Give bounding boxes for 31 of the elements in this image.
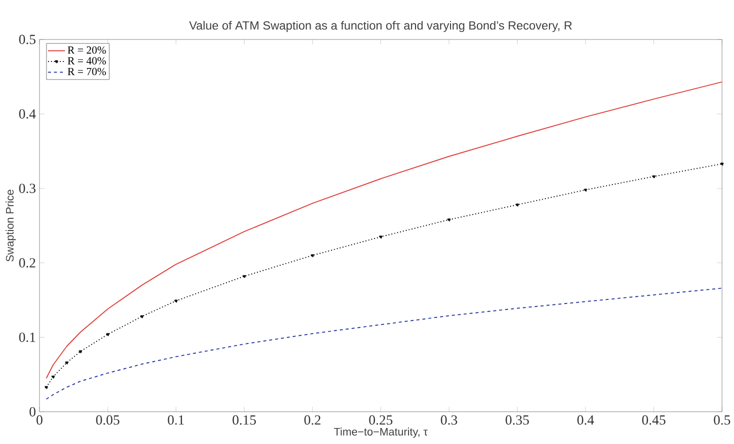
chart-title: Value of ATM Swaption as a function ofτ and varying Bond’s Recovery, R — [189, 20, 572, 32]
y-tick-label: 0 — [30, 406, 36, 416]
point — [584, 188, 588, 192]
y-tick-label: 0.2 — [19, 258, 36, 268]
x-tick-label: 0.5 — [714, 415, 730, 425]
x-tick-label: 0.3 — [440, 415, 458, 425]
point — [140, 314, 144, 318]
x-tick-label: 0.15 — [232, 415, 256, 425]
x-tick-label: 0.35 — [506, 415, 529, 425]
legend-label: R = 20% — [68, 46, 106, 54]
y-tick-label: 0.4 — [19, 109, 36, 119]
point — [65, 360, 69, 364]
x-tick-label: 0 — [36, 415, 42, 425]
x-tick-label: 0.45 — [642, 415, 666, 425]
y-tick-label: 0.3 — [19, 184, 36, 194]
point — [310, 254, 314, 258]
point — [447, 218, 451, 222]
point — [652, 174, 656, 178]
x-tick-label: 0.25 — [369, 415, 392, 425]
legend-label: R = 40% — [68, 57, 106, 64]
point — [44, 385, 48, 389]
y-tick-label: 0.1 — [19, 332, 36, 342]
legend-label: R = 70% — [68, 68, 106, 76]
line-series — [46, 81, 722, 379]
x-tick-label: 0.05 — [96, 415, 120, 425]
x-tick-label: 0.1 — [168, 415, 184, 425]
x-tick-label: 0.2 — [304, 415, 320, 425]
x-axis-title: Time−to−Maturity, τ — [334, 427, 428, 438]
y-tick-label: 0.5 — [19, 34, 36, 44]
y-axis-title: Swaption Price — [6, 190, 16, 262]
x-tick-label: 0.4 — [577, 415, 594, 425]
